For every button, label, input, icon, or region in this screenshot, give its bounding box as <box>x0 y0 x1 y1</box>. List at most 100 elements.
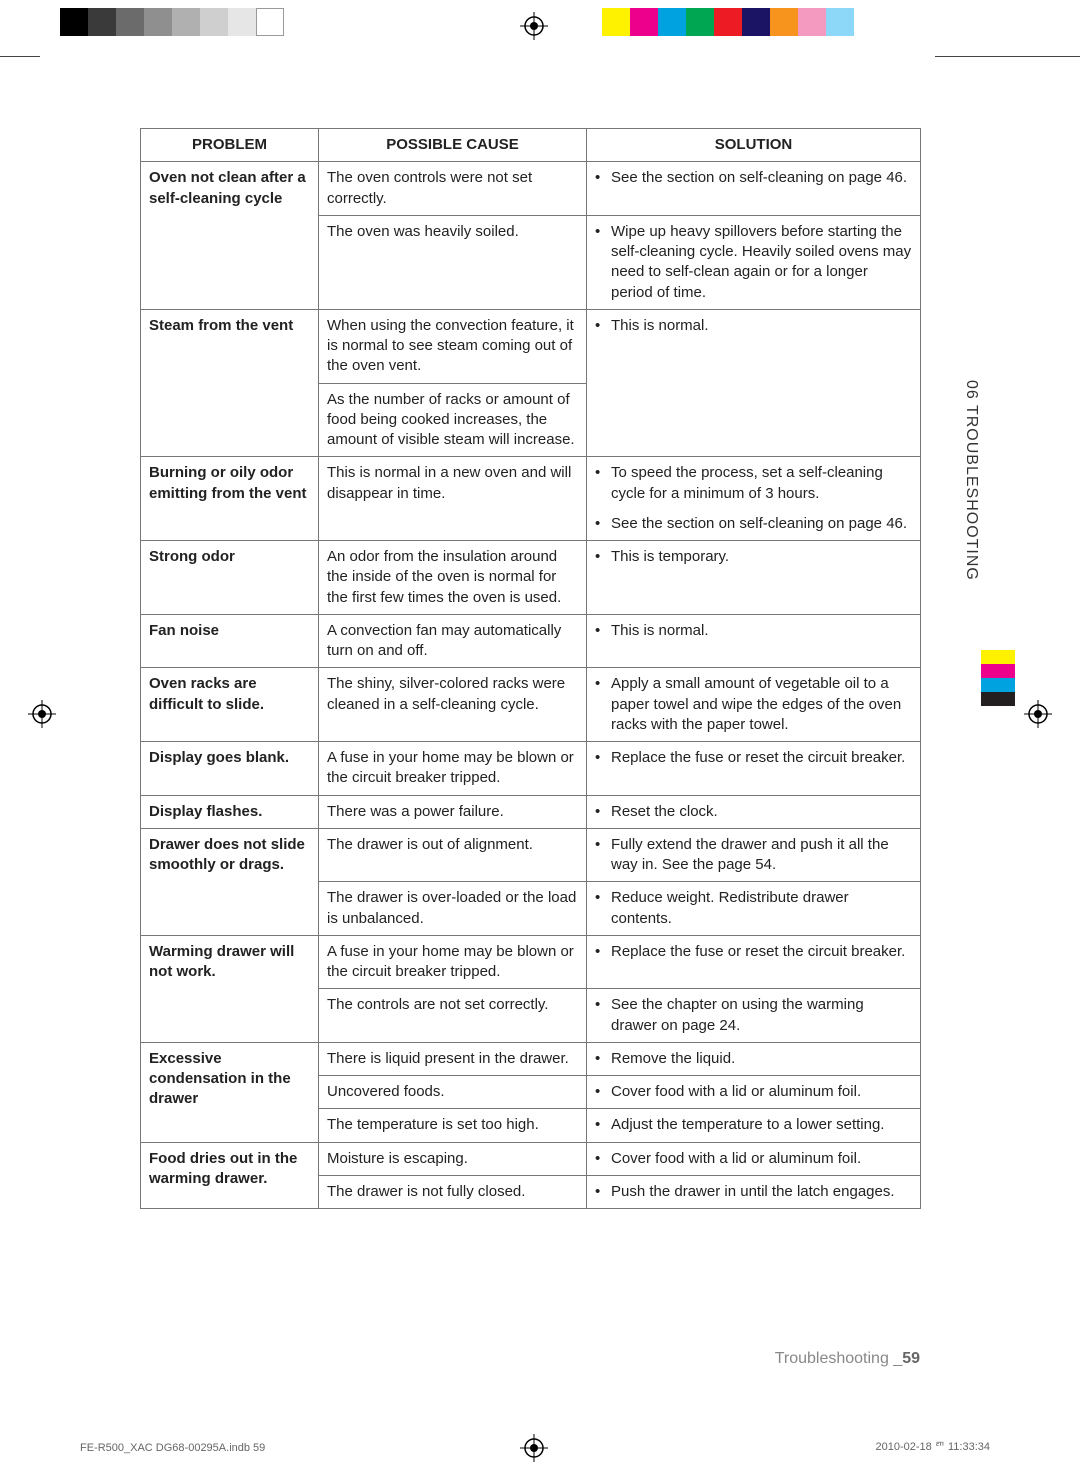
footer-page-number: 59 <box>902 1350 920 1367</box>
bullet-icon: • <box>595 463 611 504</box>
print-color-bar-side <box>981 650 1015 706</box>
cause-cell: This is normal in a new oven and will di… <box>319 457 587 541</box>
solution-cell: •Replace the fuse or reset the circuit b… <box>587 742 921 796</box>
problem-cell: Excessive condensation in the drawer <box>141 1042 319 1142</box>
solution-cell: •Reduce weight. Redistribute drawer cont… <box>587 882 921 936</box>
crop-mark <box>935 56 1080 57</box>
cause-cell: There was a power failure. <box>319 795 587 828</box>
bullet-icon: • <box>595 888 611 929</box>
cause-cell: Moisture is escaping. <box>319 1142 587 1175</box>
registration-mark-icon <box>28 700 56 728</box>
cause-cell: The drawer is out of alignment. <box>319 828 587 882</box>
cause-cell: The controls are not set correctly. <box>319 989 587 1043</box>
section-tab-label: 06 TROUBLESHOOTING <box>956 380 980 650</box>
problem-cell: Drawer does not slide smoothly or drags. <box>141 828 319 935</box>
color-swatch <box>686 8 714 36</box>
color-swatch <box>981 692 1015 706</box>
bullet-icon: • <box>595 168 611 188</box>
table-row: Display goes blank.A fuse in your home m… <box>141 742 921 796</box>
bullet-icon: • <box>595 942 611 962</box>
problem-cell: Burning or oily odor emitting from the v… <box>141 457 319 541</box>
solution-cell: •Reset the clock. <box>587 795 921 828</box>
table-row: Oven not clean after a self-cleaning cyc… <box>141 162 921 216</box>
solution-cell: •This is temporary. <box>587 541 921 615</box>
problem-cell: Warming drawer will not work. <box>141 935 319 1042</box>
registration-mark-icon <box>520 12 548 40</box>
solution-text: This is normal. <box>611 316 912 336</box>
bullet-icon: • <box>595 547 611 567</box>
table-row: Oven racks are difficult to slide.The sh… <box>141 668 921 742</box>
bullet-icon: • <box>595 1149 611 1169</box>
solution-text: Cover food with a lid or aluminum foil. <box>611 1149 912 1169</box>
solution-cell: •Remove the liquid. <box>587 1042 921 1075</box>
solution-text: Replace the fuse or reset the circuit br… <box>611 942 912 962</box>
table-row: Drawer does not slide smoothly or drags.… <box>141 828 921 882</box>
print-color-bar-grayscale <box>60 8 284 36</box>
cause-cell: A convection fan may automatically turn … <box>319 614 587 668</box>
color-swatch <box>200 8 228 36</box>
solution-cell: •Push the drawer in until the latch enga… <box>587 1175 921 1208</box>
bullet-icon: • <box>595 802 611 822</box>
solution-cell: •Apply a small amount of vegetable oil t… <box>587 668 921 742</box>
color-swatch <box>714 8 742 36</box>
solution-text: Fully extend the drawer and push it all … <box>611 835 912 876</box>
color-swatch <box>256 8 284 36</box>
color-swatch <box>228 8 256 36</box>
solution-cell: •See the chapter on using the warming dr… <box>587 989 921 1043</box>
col-header-solution: SOLUTION <box>587 129 921 162</box>
color-swatch <box>981 650 1015 664</box>
cause-cell: The drawer is not fully closed. <box>319 1175 587 1208</box>
registration-mark-icon <box>1024 700 1052 728</box>
cause-cell: The shiny, silver-colored racks were cle… <box>319 668 587 742</box>
bullet-icon: • <box>595 835 611 876</box>
bullet-icon: • <box>595 1082 611 1102</box>
cause-cell: A fuse in your home may be blown or the … <box>319 935 587 989</box>
solution-text: Adjust the temperature to a lower settin… <box>611 1115 912 1135</box>
solution-cell: •Fully extend the drawer and push it all… <box>587 828 921 882</box>
bullet-icon: • <box>595 995 611 1036</box>
registration-mark-icon <box>520 1434 548 1462</box>
bullet-icon: • <box>595 1115 611 1135</box>
solution-text: See the section on self-cleaning on page… <box>611 514 912 534</box>
bullet-icon: • <box>595 748 611 768</box>
table-row: Display flashes.There was a power failur… <box>141 795 921 828</box>
problem-cell: Fan noise <box>141 614 319 668</box>
color-swatch <box>172 8 200 36</box>
color-swatch <box>88 8 116 36</box>
color-swatch <box>742 8 770 36</box>
cause-cell: A fuse in your home may be blown or the … <box>319 742 587 796</box>
color-swatch <box>658 8 686 36</box>
solution-text: Cover food with a lid or aluminum foil. <box>611 1082 912 1102</box>
solution-cell: •Adjust the temperature to a lower setti… <box>587 1109 921 1142</box>
bullet-icon: • <box>595 514 611 534</box>
color-swatch <box>981 664 1015 678</box>
bullet-icon: • <box>595 1049 611 1069</box>
solution-cell: •This is normal. <box>587 614 921 668</box>
color-swatch <box>770 8 798 36</box>
print-metadata-timestamp: 2010-02-18 ꥥ 11:33:34 <box>875 1438 990 1454</box>
solution-text: Push the drawer in until the latch engag… <box>611 1182 912 1202</box>
cause-cell: The temperature is set too high. <box>319 1109 587 1142</box>
cause-cell: The oven was heavily soiled. <box>319 215 587 309</box>
troubleshooting-table: PROBLEM POSSIBLE CAUSE SOLUTION Oven not… <box>140 128 920 1209</box>
problem-cell: Food dries out in the warming drawer. <box>141 1142 319 1209</box>
solution-cell: •Cover food with a lid or aluminum foil. <box>587 1142 921 1175</box>
color-swatch <box>144 8 172 36</box>
problem-cell: Display goes blank. <box>141 742 319 796</box>
color-swatch <box>630 8 658 36</box>
bullet-icon: • <box>595 621 611 641</box>
print-metadata-file: FE-R500_XAC DG68-00295A.indb 59 <box>80 1442 265 1454</box>
crop-mark <box>0 56 40 57</box>
color-swatch <box>981 678 1015 692</box>
solution-text: This is normal. <box>611 621 912 641</box>
solution-text: Remove the liquid. <box>611 1049 912 1069</box>
solution-text: See the section on self-cleaning on page… <box>611 168 912 188</box>
table-row: Food dries out in the warming drawer.Moi… <box>141 1142 921 1175</box>
problem-cell: Strong odor <box>141 541 319 615</box>
table-row: Fan noiseA convection fan may automatica… <box>141 614 921 668</box>
bullet-icon: • <box>595 316 611 336</box>
color-swatch <box>798 8 826 36</box>
problem-cell: Oven racks are difficult to slide. <box>141 668 319 742</box>
table-header-row: PROBLEM POSSIBLE CAUSE SOLUTION <box>141 129 921 162</box>
solution-text: Reset the clock. <box>611 802 912 822</box>
